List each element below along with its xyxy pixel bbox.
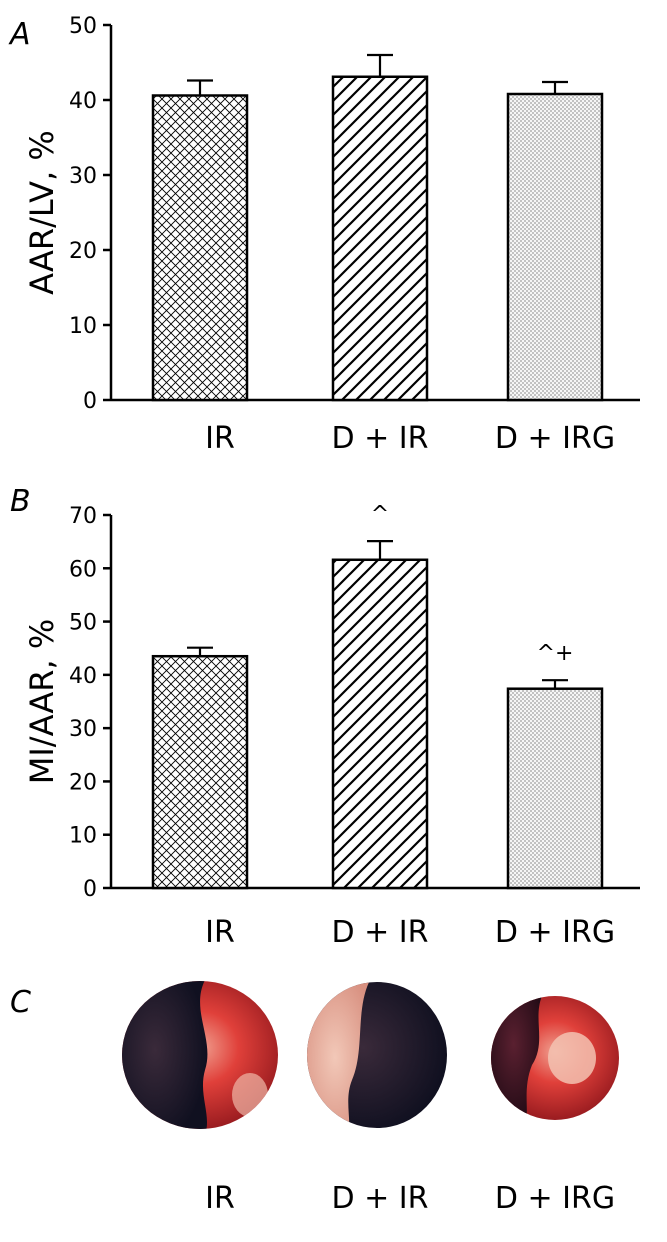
heart-label-d-ir: D + IR — [331, 1181, 428, 1216]
heart-section-image-ir — [122, 981, 278, 1129]
panel-b-y-tick-label-70: 70 — [69, 504, 97, 529]
panel-letter-b: B — [10, 484, 31, 519]
panel-a-y-tick-label-10: 10 — [69, 314, 97, 339]
panel-b-y-tick-label-50: 50 — [69, 611, 97, 636]
panel-a-bar-d-irg — [506, 92, 604, 402]
panel-a-y-tick-label-30: 30 — [69, 164, 97, 189]
panel-a-category-label-d-irg: D + IRG — [495, 421, 615, 456]
panel-a-y-axis-title: AAR/LV, % — [23, 130, 61, 295]
panel-a-y-tick-label-50: 50 — [69, 14, 97, 39]
panel-b-y-tick-label-30: 30 — [69, 717, 97, 742]
panel-letter-c: C — [10, 985, 31, 1020]
heart-label-d-irg: D + IRG — [495, 1181, 615, 1216]
panel-a-y-tick-label-40: 40 — [69, 89, 97, 114]
panel-b-y-tick-label-20: 20 — [69, 770, 97, 795]
chart-b: 0 10 20 30 40 50 60 70 MI/AAR, % IR ^ D + IR ^+ D + I… — [23, 502, 640, 950]
panel-a-category-label-d-ir: D + IR — [331, 421, 428, 456]
panel-b-bar-d-ir — [331, 558, 429, 890]
panel-letter-a: A — [8, 17, 31, 52]
panel-a-bar-d-ir — [331, 75, 429, 402]
panel-b-y-tick-label-40: 40 — [69, 664, 97, 689]
panel-b-bar-ir — [151, 654, 249, 890]
panel-a-bar-ir — [151, 94, 249, 402]
panel-b-significance-marker-d-ir: ^ — [371, 502, 389, 527]
heart-section-image-d-ir — [307, 982, 447, 1128]
panel-b-y-tick-label-0: 0 — [83, 877, 97, 902]
heart-section-image-d-irg — [491, 996, 619, 1120]
panel-b-bar-d-irg — [506, 687, 604, 890]
panel-b-category-label-ir: IR — [205, 915, 235, 950]
chart-a: 0 10 20 30 40 50 AAR/LV, % IR D + IR D + IRG — [23, 14, 640, 456]
panel-b-category-label-d-ir: D + IR — [331, 915, 428, 950]
heart-label-ir: IR — [205, 1181, 235, 1216]
panel-a-y-tick-label-20: 20 — [69, 239, 97, 264]
panel-b-category-label-d-irg: D + IRG — [495, 915, 615, 950]
panel-a-category-label-ir: IR — [205, 421, 235, 456]
panel-b-y-axis-title: MI/AAR, % — [23, 619, 61, 784]
panel-b-y-tick-label-60: 60 — [69, 557, 97, 582]
panel-b-y-tick-label-10: 10 — [69, 824, 97, 849]
panel-a-y-tick-label-0: 0 — [83, 389, 97, 414]
panel-b-significance-marker-d-irg: ^+ — [537, 641, 574, 666]
